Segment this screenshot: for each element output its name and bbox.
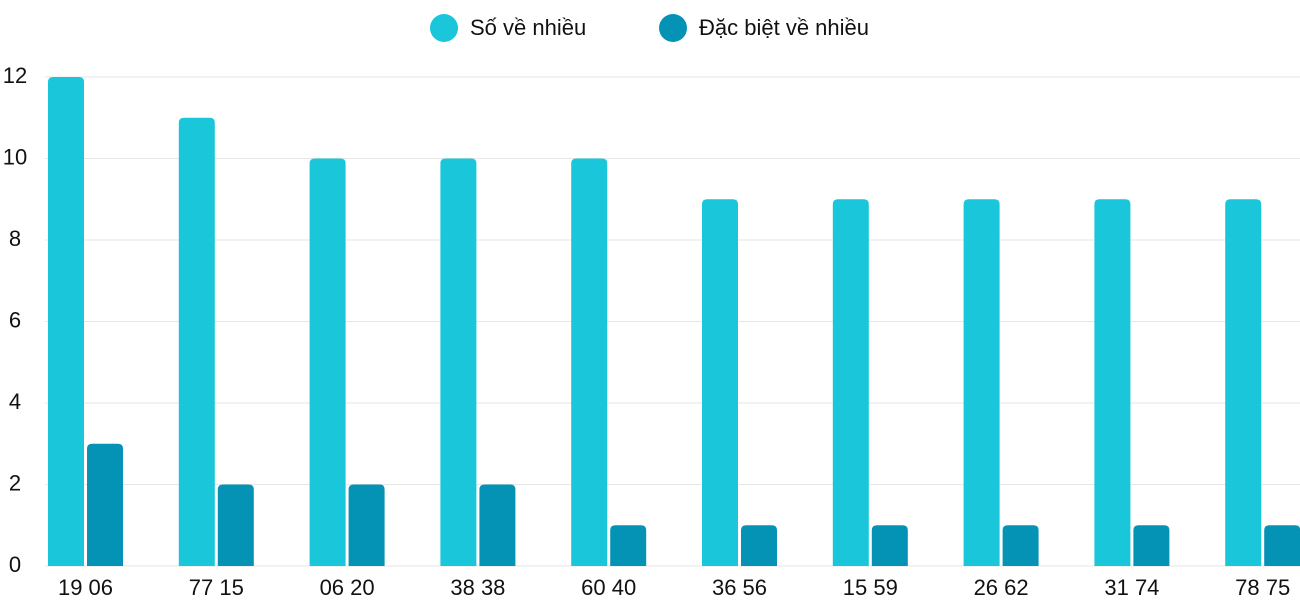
bar: [1002, 525, 1039, 566]
y-tick-label: 8: [9, 226, 21, 251]
x-tick-label: 31 74: [1104, 575, 1159, 600]
x-tick-label: 77 15: [189, 575, 244, 600]
bar: [741, 525, 777, 566]
bar: [871, 525, 908, 566]
y-tick-label: 10: [3, 144, 27, 169]
x-tick-label: 60 40: [581, 575, 636, 600]
bar: [309, 158, 346, 566]
y-tick-label: 0: [9, 552, 21, 577]
bar: [1094, 199, 1131, 566]
legend-label: Đặc biệt về nhiều: [699, 15, 869, 40]
bar: [217, 484, 254, 566]
bar: [479, 484, 516, 566]
x-tick-label: 38 38: [450, 575, 505, 600]
bar: [440, 158, 477, 566]
x-tick-label: 06 20: [320, 575, 375, 600]
bar: [1133, 525, 1170, 566]
x-tick-label: 78 75: [1235, 575, 1290, 600]
bar: [702, 199, 738, 566]
y-tick-label: 2: [9, 470, 21, 495]
bar: [1225, 199, 1262, 566]
bar: [963, 199, 1000, 566]
y-tick-label: 12: [3, 63, 27, 88]
legend-marker: [659, 14, 687, 42]
x-tick-label: 36 56: [712, 575, 767, 600]
bar: [571, 158, 608, 566]
legend-marker: [430, 14, 458, 42]
bar: [832, 199, 869, 566]
bar: [178, 117, 215, 566]
x-tick-label: 15 59: [843, 575, 898, 600]
y-tick-label: 4: [9, 389, 21, 414]
bar: [48, 77, 84, 566]
x-tick-label: 26 62: [974, 575, 1029, 600]
bar: [348, 484, 385, 566]
bar: [610, 525, 647, 566]
x-tick-label: 19 06: [58, 575, 113, 600]
bar: [87, 443, 123, 566]
bar: [1264, 525, 1300, 566]
legend-label: Số về nhiều: [470, 15, 586, 40]
y-tick-label: 6: [9, 307, 21, 332]
